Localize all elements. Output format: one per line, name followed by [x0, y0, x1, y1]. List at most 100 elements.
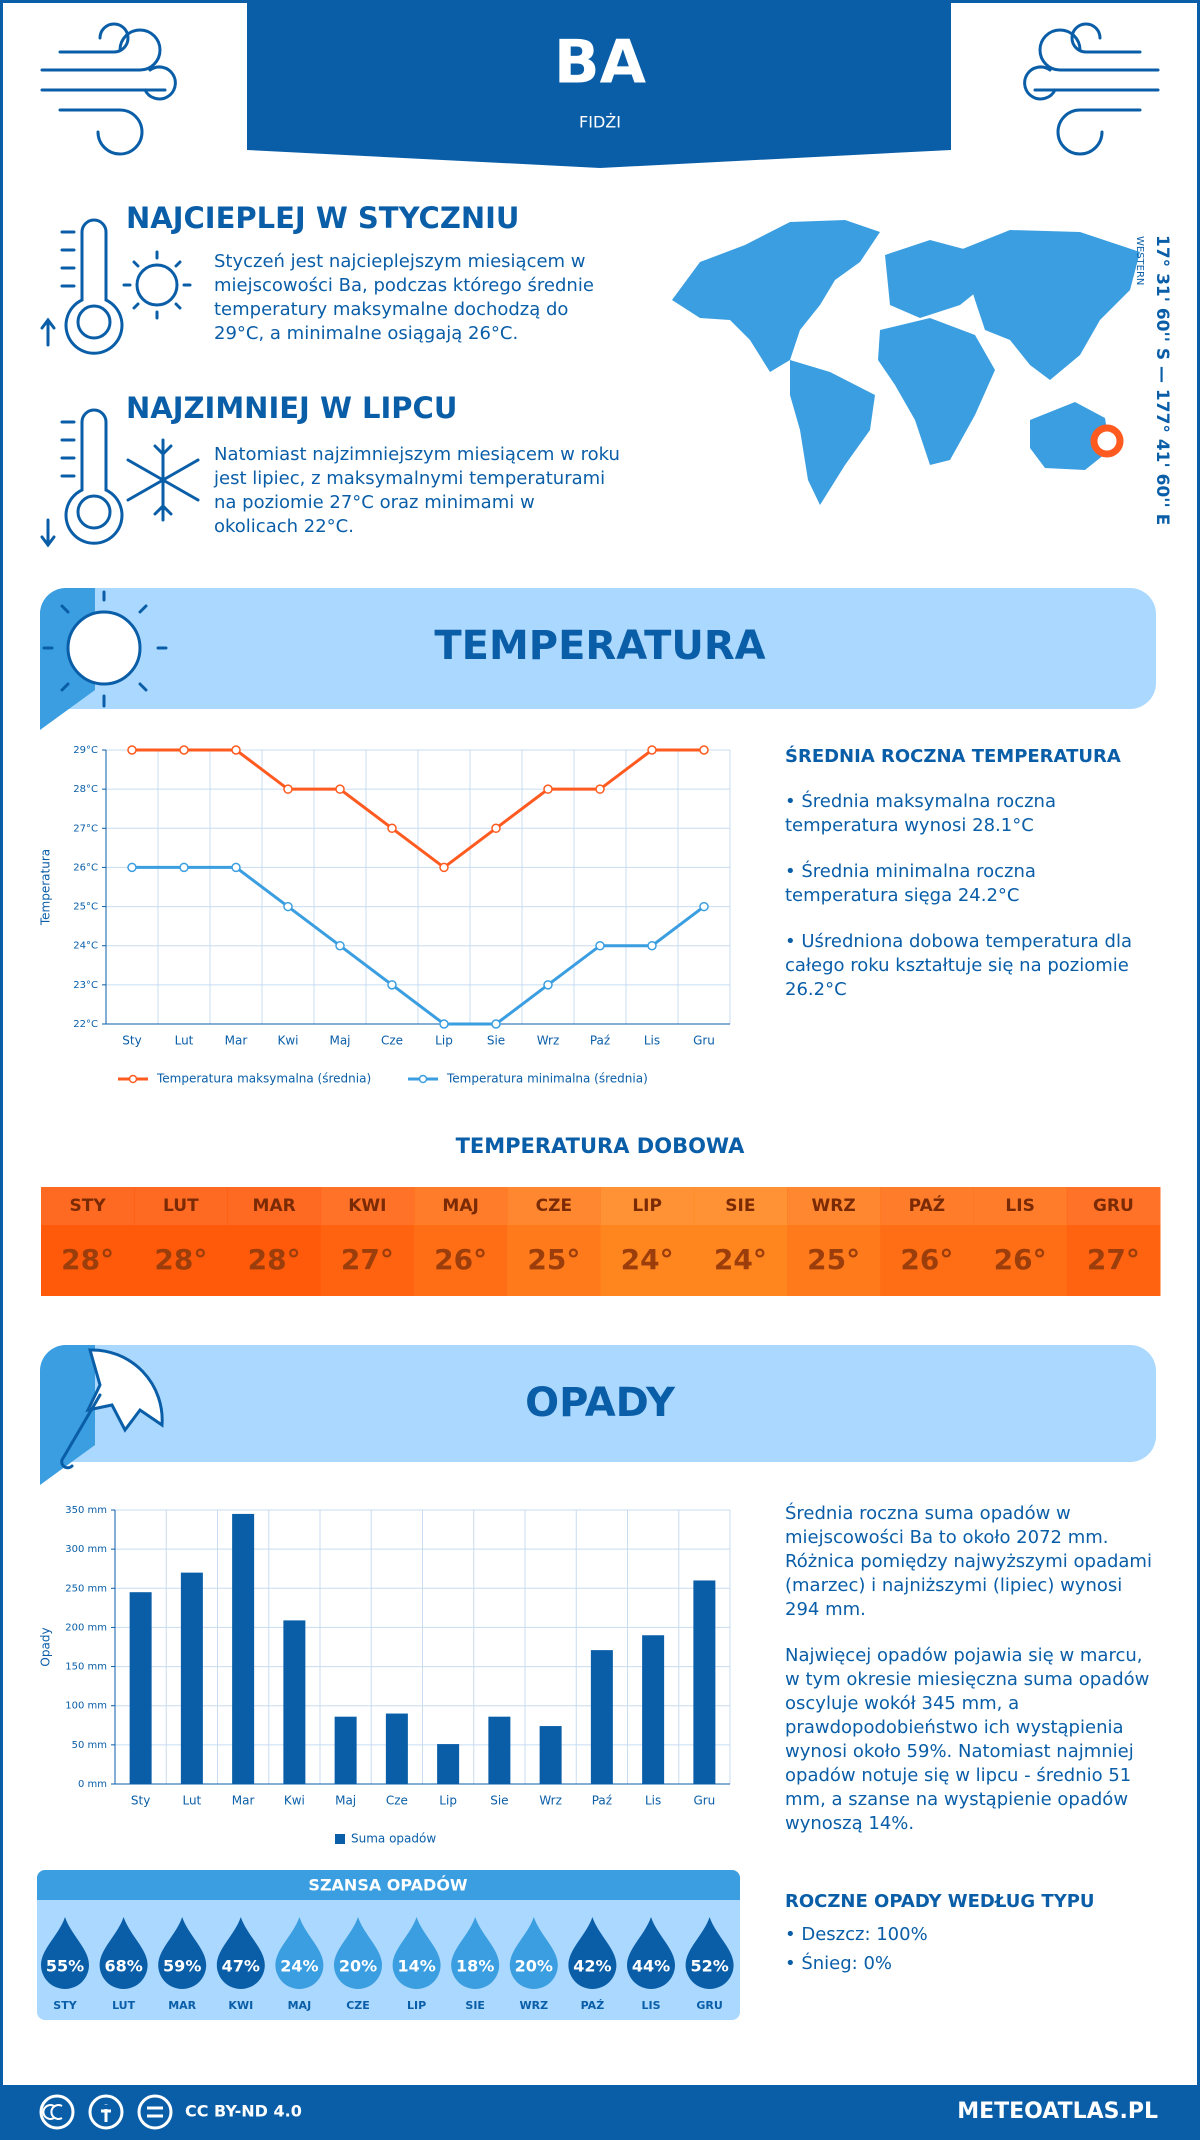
chance-value: 68%: [104, 1957, 142, 1976]
warmest-title: NAJCIEPLEJ W STYCZNIU: [126, 201, 519, 235]
month-label: STY: [70, 1196, 107, 1216]
x-tick-label: Cze: [381, 1034, 403, 1048]
chance-month: LIS: [641, 1999, 660, 2012]
series-line: [132, 865, 705, 1026]
table-header-cell: [41, 1187, 135, 1225]
data-point: [283, 784, 293, 794]
y-tick-label: 150 mm: [65, 1662, 107, 1673]
chance-value: 14%: [397, 1957, 435, 1976]
header-banner: [247, 0, 951, 168]
table-header-cell: [507, 1187, 601, 1225]
data-point: [595, 940, 605, 951]
daily-temperature: 28°: [61, 1243, 114, 1276]
chance-drop: [99, 1917, 148, 1989]
y-tick-label: 29°C: [73, 745, 98, 756]
x-tick-label: Mar: [232, 1794, 255, 1808]
table-header-cell: [880, 1187, 974, 1225]
chance-month: CZE: [346, 1999, 370, 2012]
x-tick-label: Kwi: [277, 1034, 298, 1048]
banner-corner: [40, 1345, 95, 1485]
chance-month: WRZ: [520, 1999, 549, 2012]
chance-drop: [392, 1917, 441, 1989]
data-point: [439, 1019, 449, 1029]
x-tick-label: Lip: [439, 1794, 457, 1808]
table-header-cell: [787, 1187, 881, 1225]
summary-bullet: • Średnia maksymalna roczna temperatura …: [785, 791, 1056, 836]
section-title: OPADY: [525, 1380, 676, 1426]
bar: [180, 1572, 203, 1784]
data-point: [647, 940, 657, 951]
x-tick-label: Gru: [693, 1034, 715, 1048]
data-point: [179, 745, 189, 755]
data-point: [647, 745, 657, 755]
x-tick-label: Gru: [693, 1794, 715, 1808]
y-axis-label: Temperatura: [39, 849, 53, 926]
location-marker: [1090, 424, 1124, 458]
legend-label: Temperatura maksymalna (średnia): [156, 1072, 371, 1086]
month-label: GRU: [1093, 1196, 1134, 1216]
month-label: PAŹ: [909, 1194, 945, 1216]
table-header-cell: [227, 1187, 322, 1225]
table-value-cell: [600, 1225, 695, 1296]
precipitation-paragraph: Najwięcej opadów pojawia się w marcu, w …: [785, 1645, 1150, 1834]
y-tick-label: 26°C: [73, 862, 98, 873]
daily-temperature: 27°: [1087, 1243, 1140, 1276]
wind-icon: [1023, 22, 1160, 156]
bar: [642, 1635, 665, 1784]
table-header-cell: [134, 1187, 228, 1225]
license: CC BY-ND 4.0: [185, 2102, 302, 2121]
table-value-cell: [507, 1225, 601, 1296]
data-point: [283, 901, 293, 912]
legend-marker: [128, 1074, 138, 1084]
chance-month: STY: [53, 1999, 77, 2012]
y-tick-label: 24°C: [73, 941, 98, 952]
table-value-cell: [1066, 1225, 1161, 1296]
data-point: [387, 823, 397, 834]
x-tick-label: Sty: [122, 1034, 141, 1048]
x-tick-label: Wrz: [537, 1034, 560, 1048]
x-tick-label: Lut: [182, 1794, 201, 1808]
legend-marker: [335, 1834, 345, 1844]
summary-bullet: • Uśredniona dobowa temperatura dla całe…: [785, 931, 1133, 1000]
summary-bullets: • Średnia maksymalna roczna temperatura …: [785, 790, 1155, 1024]
summary-bullet: • Średnia minimalna roczna temperatura s…: [785, 861, 1036, 906]
chance-value: 47%: [222, 1957, 260, 1976]
y-tick-label: 50 mm: [72, 1740, 107, 1751]
month-label: LIP: [632, 1196, 662, 1216]
chance-month: LUT: [112, 1999, 136, 2012]
y-tick-label: 25°C: [73, 902, 98, 913]
table-value-cell: [41, 1225, 135, 1296]
x-tick-label: Sty: [131, 1794, 150, 1808]
data-point: [699, 745, 709, 755]
daily-temperature: 25°: [527, 1243, 580, 1276]
table-header-cell: [1066, 1187, 1161, 1225]
y-tick-label: 0 mm: [78, 1779, 107, 1790]
bar: [129, 1592, 152, 1784]
table-header-cell: [693, 1187, 788, 1225]
y-tick-label: 22°C: [73, 1019, 98, 1030]
month-label: WRZ: [812, 1196, 856, 1216]
legend-label: Temperatura minimalna (średnia): [446, 1072, 648, 1086]
chance-drop: [216, 1917, 265, 1989]
chance-drop: [41, 1917, 89, 1989]
chance-month: MAJ: [288, 1999, 312, 2012]
section-title: TEMPERATURA: [434, 623, 765, 669]
x-tick-label: Lut: [175, 1034, 194, 1048]
chance-month: GRU: [696, 1999, 722, 2012]
x-tick-label: Lis: [644, 1034, 660, 1048]
footer: [0, 2085, 1200, 2140]
thermometer-icon: [40, 408, 200, 548]
type-title: ROCZNE OPADY WEDŁUG TYPU: [785, 1891, 1095, 1912]
bar: [488, 1716, 511, 1784]
bar: [334, 1716, 357, 1784]
warmest-text: Styczeń jest najcieplejszym miesiącem w …: [214, 251, 594, 344]
data-point: [439, 862, 449, 873]
coordinates: 17° 31' 60'' S — 177° 41' 60'' E: [1152, 235, 1172, 525]
y-tick-label: 300 mm: [65, 1544, 107, 1555]
y-tick-label: 100 mm: [65, 1701, 107, 1712]
table-value-cell: [787, 1225, 881, 1296]
data-point: [699, 901, 709, 912]
bar: [437, 1744, 460, 1784]
chance-value: 24%: [280, 1957, 318, 1976]
